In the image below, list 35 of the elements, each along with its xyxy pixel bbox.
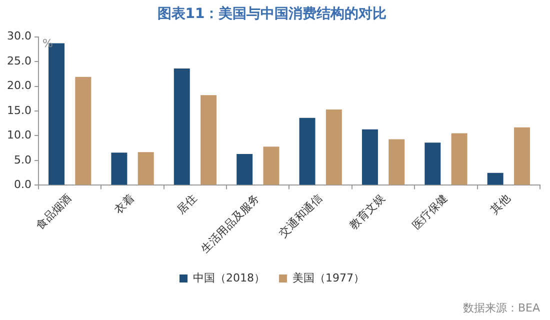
legend-label: 美国（1977） <box>292 271 364 284</box>
chart-title: 图表11：美国与中国消费结构的对比 <box>157 5 387 22</box>
x-tick-label: 衣着 <box>112 192 137 217</box>
x-tick-label: 居住 <box>174 192 200 217</box>
bar <box>514 127 530 185</box>
x-tick-label: 交通和通信 <box>276 192 325 240</box>
x-tick-label: 食品烟酒 <box>34 192 74 232</box>
bar <box>236 154 253 185</box>
bar <box>326 110 342 185</box>
y-tick-label: 15.0 <box>6 104 32 117</box>
x-tick-label: 教育文娱 <box>347 192 388 232</box>
bar <box>299 118 316 185</box>
y-tick-label: 10.0 <box>6 128 32 142</box>
bar <box>174 68 190 185</box>
legend-label: 中国（2018） <box>193 271 266 284</box>
bar <box>200 95 217 185</box>
y-tick-label: 5.0 <box>14 153 32 166</box>
bar <box>263 146 280 185</box>
bar <box>362 129 378 185</box>
x-tick-label: 其他 <box>488 192 513 217</box>
x-tick-label: 医疗保健 <box>410 192 450 232</box>
bar <box>487 172 504 185</box>
bar <box>451 133 468 185</box>
y-tick-label: 0.0 <box>14 178 32 192</box>
bar <box>424 142 441 185</box>
bar <box>75 76 92 185</box>
y-axis-title: % <box>42 37 53 50</box>
bar <box>111 152 128 185</box>
y-tick-label: 30.0 <box>6 30 32 43</box>
y-tick-label: 20.0 <box>6 79 32 92</box>
x-tick-label: 生活用品及服务 <box>198 192 262 256</box>
bar <box>388 139 405 185</box>
source-note: 数据来源：BEA <box>462 301 540 314</box>
bar <box>138 152 154 185</box>
y-tick-label: 25.0 <box>6 54 32 68</box>
